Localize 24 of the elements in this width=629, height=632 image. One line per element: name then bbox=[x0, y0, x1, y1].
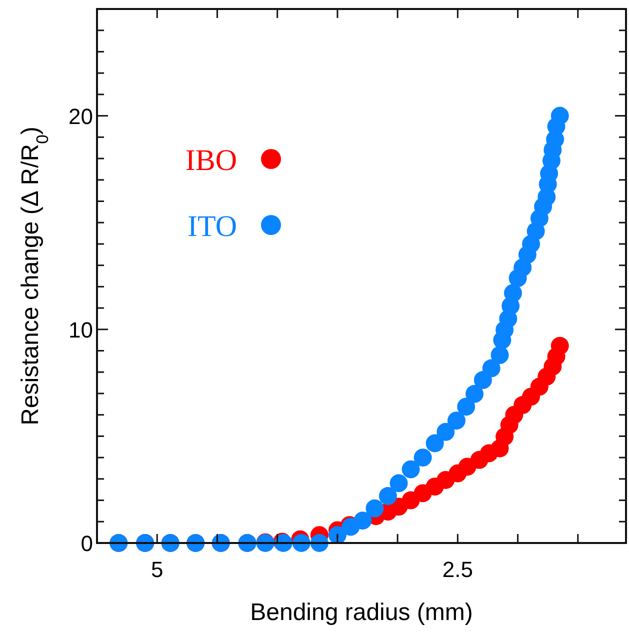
point bbox=[466, 384, 484, 403]
point bbox=[482, 359, 500, 378]
point bbox=[354, 512, 372, 530]
point bbox=[447, 412, 466, 430]
point bbox=[550, 106, 569, 125]
x-tick-label: 5 bbox=[150, 557, 164, 582]
y-tick-label: 0 bbox=[80, 531, 93, 556]
point bbox=[457, 398, 476, 416]
y-tick-label: 10 bbox=[68, 317, 93, 342]
legend-label: IBO bbox=[185, 144, 237, 177]
y-tick-label: 20 bbox=[68, 104, 93, 129]
point bbox=[378, 487, 397, 505]
point bbox=[414, 448, 432, 467]
point bbox=[490, 346, 509, 364]
x-axis-title: Bending radius (mm) bbox=[250, 599, 473, 626]
point bbox=[366, 499, 384, 518]
point bbox=[504, 284, 522, 302]
point bbox=[550, 336, 569, 355]
point bbox=[436, 422, 455, 441]
x-tick-label: 2.5 bbox=[442, 557, 473, 582]
point bbox=[426, 434, 444, 452]
point bbox=[402, 460, 420, 478]
legend-label: ITO bbox=[188, 210, 237, 243]
point bbox=[390, 474, 408, 492]
